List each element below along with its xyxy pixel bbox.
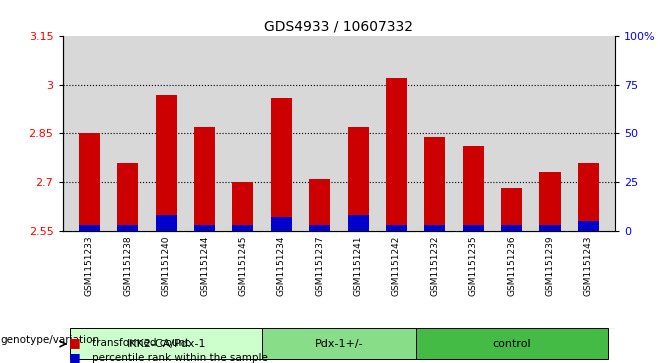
Text: GSM1151240: GSM1151240 — [162, 235, 170, 296]
Bar — [79, 133, 100, 231]
Text: ■: ■ — [69, 351, 81, 363]
Bar — [309, 225, 330, 231]
Text: IKK2-CA/Pdx-1: IKK2-CA/Pdx-1 — [126, 339, 206, 349]
Bar — [194, 225, 215, 231]
Bar — [194, 127, 215, 231]
Bar — [386, 225, 407, 231]
Bar — [309, 179, 330, 231]
Text: GSM1151241: GSM1151241 — [353, 235, 363, 296]
Text: GSM1151242: GSM1151242 — [392, 235, 401, 296]
Text: GSM1151233: GSM1151233 — [85, 235, 94, 296]
Text: GSM1151238: GSM1151238 — [123, 235, 132, 296]
Bar — [232, 182, 253, 231]
Bar — [416, 329, 607, 359]
Text: GSM1151239: GSM1151239 — [545, 235, 555, 296]
Text: GSM1151235: GSM1151235 — [468, 235, 478, 296]
Text: GSM1151244: GSM1151244 — [200, 235, 209, 296]
Text: GSM1151245: GSM1151245 — [238, 235, 247, 296]
Text: GSM1151234: GSM1151234 — [277, 235, 286, 296]
Bar — [347, 215, 368, 231]
Bar — [117, 163, 138, 231]
Bar — [270, 217, 292, 231]
Bar — [501, 188, 522, 231]
Bar — [232, 225, 253, 231]
Bar — [463, 225, 484, 231]
Bar — [424, 225, 445, 231]
Bar — [155, 94, 177, 231]
Bar — [501, 225, 522, 231]
Bar — [262, 329, 416, 359]
Title: GDS4933 / 10607332: GDS4933 / 10607332 — [265, 20, 413, 34]
Text: control: control — [492, 339, 531, 349]
Bar — [270, 98, 292, 231]
Bar — [463, 146, 484, 231]
Bar — [347, 127, 368, 231]
Text: GSM1151232: GSM1151232 — [430, 235, 440, 296]
Bar — [70, 329, 262, 359]
Bar — [578, 163, 599, 231]
Bar — [155, 215, 177, 231]
Bar — [578, 221, 599, 231]
Bar — [540, 225, 561, 231]
Text: ■: ■ — [69, 337, 81, 350]
Text: percentile rank within the sample: percentile rank within the sample — [92, 352, 268, 363]
Bar — [540, 172, 561, 231]
Text: Pdx-1+/-: Pdx-1+/- — [315, 339, 363, 349]
Bar — [386, 78, 407, 231]
Text: GSM1151237: GSM1151237 — [315, 235, 324, 296]
Text: GSM1151243: GSM1151243 — [584, 235, 593, 296]
Bar — [424, 136, 445, 231]
Text: GSM1151236: GSM1151236 — [507, 235, 516, 296]
Text: transformed count: transformed count — [92, 338, 190, 348]
Bar — [117, 225, 138, 231]
Text: genotype/variation: genotype/variation — [0, 335, 99, 345]
Bar — [79, 225, 100, 231]
